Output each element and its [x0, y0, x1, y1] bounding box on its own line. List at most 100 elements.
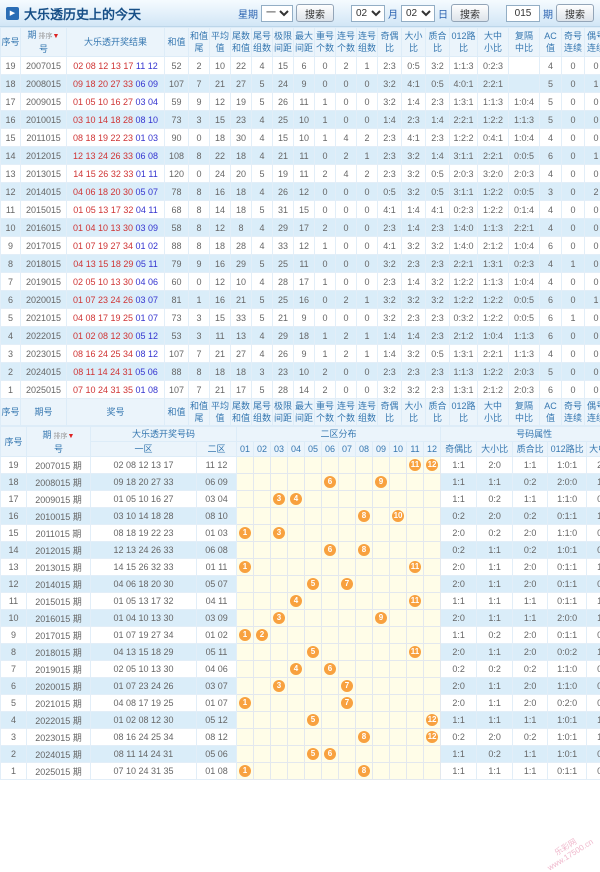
big-mid-small-ratio-cell: 0:2:0 [586, 541, 600, 559]
table-row: 14 2012015 12 13 24 26 33 06 08 108 8 22 18 4 21… [0, 146, 600, 165]
date-search-button[interactable]: 搜索 [451, 4, 489, 22]
month-select[interactable]: 02 [351, 4, 385, 22]
limit-gap-cell: 31 [272, 200, 294, 219]
dist-cell-08 [355, 558, 374, 576]
prime-composite-ratio-cell: 3:2 [425, 56, 450, 75]
dist-cell-10 [389, 575, 408, 593]
table-row: 13 2013015 14 15 26 32 33 01 11 120 0 24 20 5 19… [0, 164, 600, 183]
result-cell: 04 13 15 18 29 05 11 [66, 254, 165, 273]
front-zone-numbers: 01 07 23 24 26 [72, 294, 133, 305]
dist-cell-12 [423, 745, 442, 763]
t2-head-dist-06: 06 [321, 441, 340, 457]
dist-cell-04 [287, 575, 306, 593]
t2-head-result-group: 大乐透开奖号码 [89, 426, 238, 442]
dist-cell-06 [321, 575, 340, 593]
big-mid-small-ratio-header-line2: 小比 [483, 413, 502, 423]
t2-head-dist-08: 08 [355, 441, 374, 457]
even-consec-cell: 0 [584, 308, 600, 327]
consec-count-cell: 2 [335, 56, 357, 75]
repeat-interval-mid-ratio-cell: 1:1:3 [508, 326, 540, 345]
sum-tail-cell: 8 [188, 236, 210, 255]
dist-cell-08: 8 [355, 762, 374, 780]
odd-even-ratio-cell: 2:0 [440, 609, 478, 627]
zone2-ball: 8 [358, 765, 371, 777]
odd-consec-cell: 0 [561, 272, 585, 291]
seq-cell: 10 [0, 218, 21, 237]
prime-composite-ratio-header-line2: 比 [432, 413, 442, 423]
t1-head-result: 大乐透开奖结果 [66, 27, 165, 57]
repeat-interval-mid-ratio-cell: 2:0:3 [508, 380, 540, 399]
consec-groups-cell: 0 [356, 362, 378, 381]
t1-head-odd-consec: 奇号 连续 [561, 27, 585, 57]
odd-even-ratio-cell: 1:1 [440, 592, 478, 610]
consec-count-cell: 2 [335, 146, 357, 165]
back-zone-numbers: 06 09 [135, 78, 159, 89]
odd-consec-header-line1: 奇号 [563, 401, 582, 411]
max-gap-cell: 10 [293, 110, 315, 129]
road012-ratio-cell: 1:2:2 [449, 272, 478, 291]
dist-cell-10 [389, 456, 408, 474]
dist-cell-10 [389, 762, 408, 780]
big-small-ratio-cell: 0:2 [476, 524, 514, 542]
t1-head-ac-value: AC值 [539, 27, 562, 57]
consec-groups-header-line1: 连号 [357, 401, 376, 411]
zone2-ball: 7 [341, 578, 354, 590]
dist-cell-04: 4 [287, 490, 306, 508]
sort-control[interactable]: 排序▼ [39, 33, 60, 40]
dist-cell-06 [321, 558, 340, 576]
odd-even-ratio-cell: 2:3 [377, 56, 402, 75]
tail-sum-cell: 18 [230, 362, 252, 381]
back-zone-numbers: 11 12 [135, 60, 158, 71]
week-select[interactable]: 一 [261, 4, 293, 22]
zone2-ball: 6 [324, 544, 337, 556]
consec-groups-cell: 0 [356, 236, 378, 255]
t2-head-road012-ratio: 012路比 [547, 441, 588, 457]
road012-ratio-cell: 1:4:0 [449, 218, 478, 237]
issue-search-button[interactable]: 搜索 [556, 4, 594, 22]
dist-cell-04 [287, 711, 306, 729]
table-row: 19 2007015 02 08 12 13 17 11 12 52 2 10 22 4 15 6… [0, 56, 600, 75]
sum-tail-cell: 7 [188, 344, 210, 363]
dist-cell-04 [287, 541, 306, 559]
consec-count-cell: 4 [335, 164, 357, 183]
odd-consec-cell: 0 [561, 110, 585, 129]
road012-ratio-cell: 0:1:1 [547, 592, 588, 610]
sum-cell: 73 [164, 308, 189, 327]
big-small-ratio-cell: 3:2 [401, 344, 426, 363]
repeat-count-cell: 0 [314, 308, 336, 327]
road012-ratio-cell: 1:3:1 [449, 92, 478, 111]
prime-composite-ratio-cell: 2:0 [512, 643, 549, 661]
odd-consec-header-line2: 连续 [563, 413, 582, 423]
dist-cell-09 [372, 626, 391, 644]
consec-groups-cell: 0 [356, 254, 378, 273]
limit-gap-cell: 28 [272, 272, 294, 291]
table-row: 12 2014015 期 04 06 18 20 30 05 07 5 7 2:0 1:1 2:… [0, 575, 600, 593]
dist-cell-05 [304, 524, 323, 542]
sort-control[interactable]: 排序▼ [54, 433, 75, 440]
dist-cell-07 [338, 609, 357, 627]
even-consec-header-line2: 连续 [586, 413, 600, 423]
zone1-cell: 01 05 13 17 32 [90, 592, 197, 610]
dist-cell-02 [253, 524, 272, 542]
repeat-count-cell: 0 [314, 56, 336, 75]
t1-head-sum-tail: 和值尾 [188, 27, 210, 57]
consec-count-cell: 0 [335, 110, 357, 129]
big-small-ratio-cell: 2:3 [401, 110, 426, 129]
dist-cell-08 [355, 694, 374, 712]
repeat-count-cell: 1 [314, 344, 336, 363]
day-select[interactable]: 02 [401, 4, 435, 22]
odd-consec-cell: 0 [561, 236, 585, 255]
week-search-button[interactable]: 搜索 [296, 4, 334, 22]
big-mid-small-ratio-cell: 1:2:2 [477, 182, 509, 201]
prime-composite-ratio-cell: 2:3 [425, 254, 450, 273]
road012-ratio-cell: 2:1:2 [449, 326, 478, 345]
prime-composite-ratio-cell: 2:0 [512, 524, 549, 542]
max-gap-cell: 10 [293, 128, 315, 147]
result-header-line1: 大乐透开奖结果 [83, 37, 147, 47]
prime-composite-ratio-header-line1: 质合 [428, 401, 447, 411]
issue-input[interactable] [506, 4, 540, 22]
issue-cell: 2010015 期 [26, 507, 91, 525]
road012-ratio-cell: 1:3:1 [449, 380, 478, 399]
odd-consec-cell: 0 [561, 380, 585, 399]
consec-count-cell: 0 [335, 218, 357, 237]
